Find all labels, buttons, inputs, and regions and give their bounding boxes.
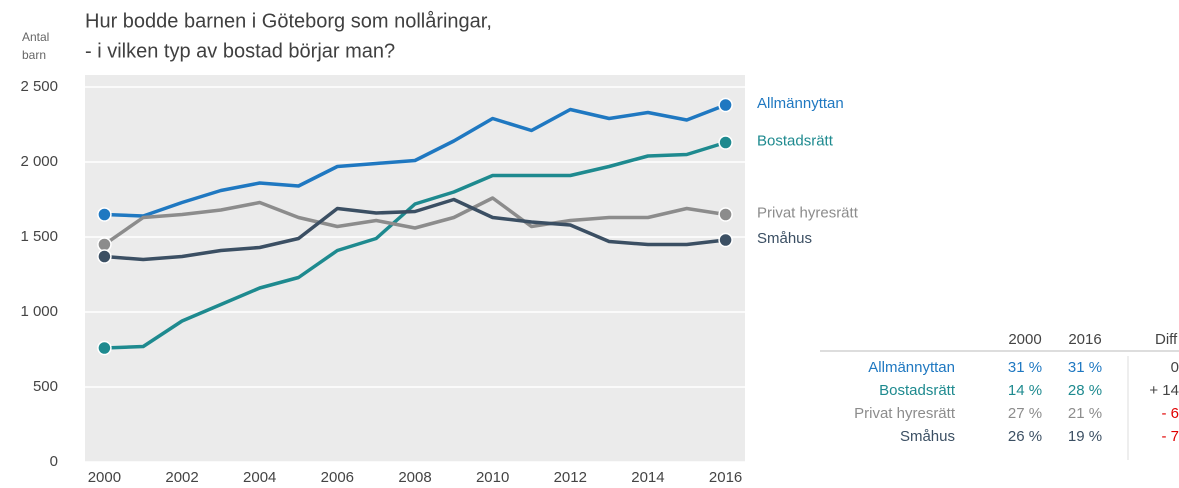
end-point — [718, 207, 733, 222]
y-tick-label: 2 000 — [20, 153, 58, 170]
series-line — [104, 103, 727, 218]
table-cell: 31 % — [1068, 359, 1102, 376]
y-axis-title: Antal — [22, 30, 49, 44]
x-tick-label: 2008 — [398, 469, 431, 486]
chart-title: Hur bodde barnen i Göteborg som nollårin… — [85, 10, 492, 32]
x-tick-label: 2002 — [165, 469, 198, 486]
table-cell: - 7 — [1161, 428, 1179, 445]
plot-area — [85, 75, 745, 462]
series-line — [103, 196, 726, 246]
legend-label: Bostadsrätt — [757, 132, 834, 149]
end-point — [97, 207, 112, 222]
table-cell: 0 — [1171, 359, 1179, 376]
table-cell: 19 % — [1068, 428, 1102, 445]
series-line — [104, 140, 727, 350]
legend-label: Allmännyttan — [757, 95, 844, 112]
table-cell: 26 % — [1008, 428, 1042, 445]
x-tick-label: 2006 — [321, 469, 354, 486]
table-cell: Småhus — [900, 428, 955, 445]
table-cell: 21 % — [1068, 405, 1102, 422]
x-tick-label: 2004 — [243, 469, 276, 486]
y-tick-label: 500 — [33, 378, 58, 395]
end-point — [718, 97, 733, 113]
end-point — [718, 135, 733, 150]
end-point — [97, 340, 112, 356]
table-cell: Privat hyresrätt — [854, 405, 956, 422]
x-tick-label: 2016 — [709, 469, 742, 486]
end-point — [718, 232, 733, 248]
x-tick-label: 2010 — [476, 469, 509, 486]
table-cell: + 14 — [1149, 382, 1179, 399]
x-tick-label: 2014 — [631, 469, 664, 486]
y-tick-label: 0 — [50, 453, 58, 470]
legend-label: Småhus — [757, 230, 812, 247]
table-cell: 14 % — [1008, 382, 1042, 399]
x-tick-label: 2012 — [554, 469, 587, 486]
table-header: Diff — [1155, 331, 1178, 348]
y-tick-label: 1 500 — [20, 228, 58, 245]
end-point — [97, 237, 112, 252]
table-cell: - 6 — [1161, 405, 1179, 422]
y-tick-label: 2 500 — [20, 78, 58, 95]
x-tick-label: 2000 — [88, 469, 121, 486]
table-cell: Bostadsrätt — [879, 382, 956, 399]
y-axis-title: barn — [22, 48, 46, 62]
table-header: 2016 — [1068, 331, 1101, 348]
end-point — [97, 249, 112, 264]
table-cell: 28 % — [1068, 382, 1102, 399]
legend-label: Privat hyresrätt — [757, 204, 859, 221]
series-line — [104, 197, 726, 262]
y-tick-label: 1 000 — [20, 303, 58, 320]
table-cell: 27 % — [1008, 405, 1042, 422]
table-cell: Allmännyttan — [868, 359, 955, 376]
table-cell: 31 % — [1008, 359, 1042, 376]
table-header: 2000 — [1008, 331, 1041, 348]
chart-title: - i vilken typ av bostad börjar man? — [85, 40, 395, 62]
